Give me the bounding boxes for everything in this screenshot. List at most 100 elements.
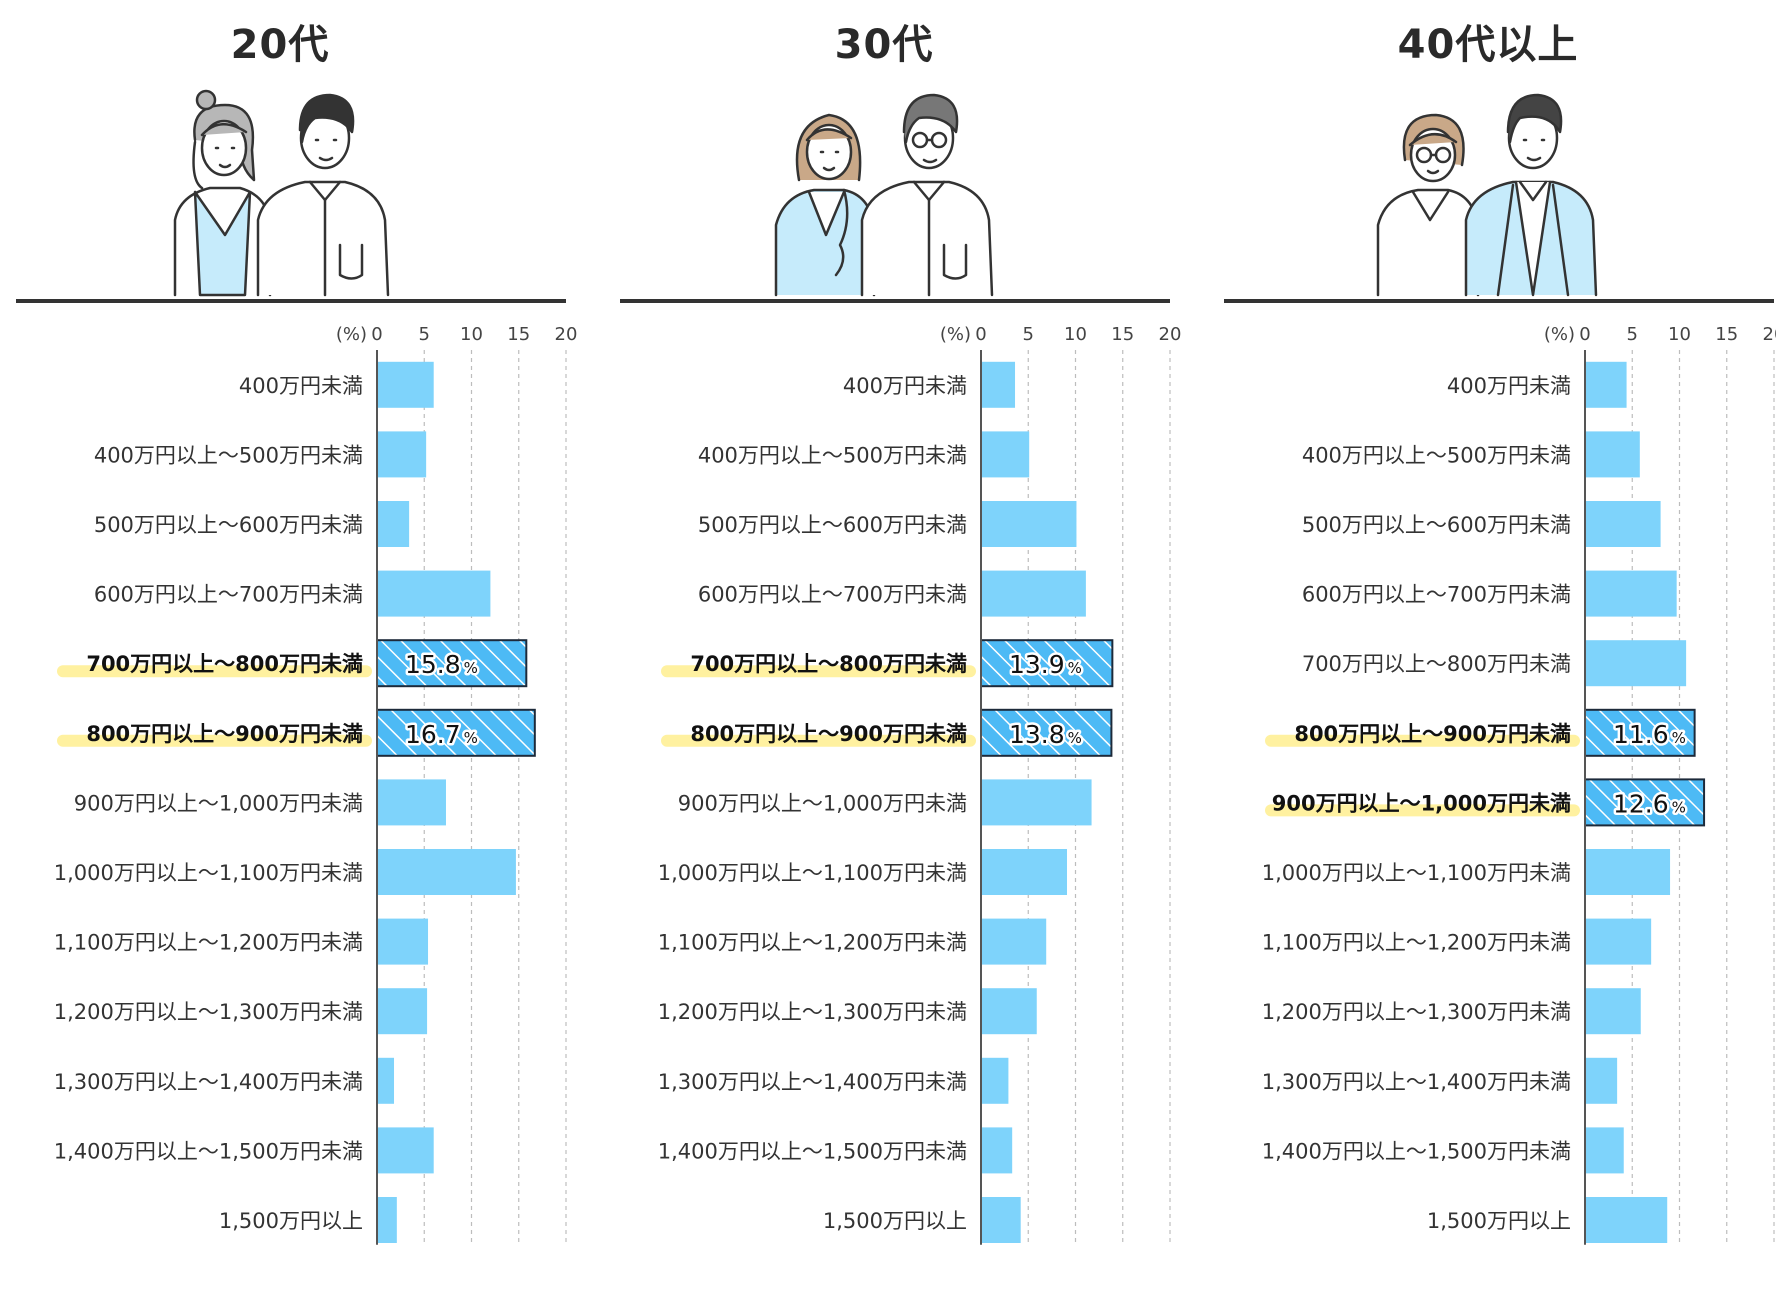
bar bbox=[981, 1197, 1021, 1243]
highlight-marker bbox=[661, 734, 976, 747]
x-tick-label: 10 bbox=[1064, 324, 1087, 345]
category-label: 1,200万円以上～1,300万円未満 bbox=[658, 1000, 967, 1024]
category-label: 900万円以上～1,000万円未満 bbox=[74, 791, 363, 815]
x-tick-label: 0 bbox=[975, 324, 986, 345]
bar bbox=[377, 918, 429, 965]
x-tick-label: 20 bbox=[1159, 324, 1182, 345]
category-label: 400万円未満 bbox=[843, 374, 967, 398]
category-label: 700万円以上～800万円未満 bbox=[86, 652, 363, 676]
category-label: 400万円以上～500万円未満 bbox=[94, 443, 363, 467]
couple-illustration bbox=[774, 93, 994, 297]
woman-figure bbox=[173, 89, 272, 297]
panel-title: 20代 bbox=[230, 22, 330, 68]
bar-chart: 0 5 10 15 20 (%) 400万円未満 400万円以上～500万円未満 500万円以上… bbox=[658, 324, 1182, 1245]
category-label: 1,000万円以上～1,100万円未満 bbox=[54, 861, 363, 885]
bar bbox=[377, 988, 428, 1035]
category-label: 800万円以上～900万円未満 bbox=[690, 722, 967, 746]
x-tick-label: 15 bbox=[1715, 324, 1738, 345]
highlight-marker bbox=[57, 665, 372, 678]
category-label: 900万円以上～1,000万円未満 bbox=[1272, 791, 1571, 815]
x-tick-label: 0 bbox=[371, 324, 382, 345]
axis-unit-label: (%) bbox=[336, 324, 367, 345]
bar bbox=[377, 570, 491, 617]
highlight-marker bbox=[1265, 804, 1580, 817]
bar-highlighted bbox=[980, 708, 1113, 757]
category-label: 1,200万円以上～1,300万円未満 bbox=[1262, 1000, 1571, 1024]
divider-rule bbox=[1224, 299, 1774, 303]
category-label: 400万円以上～500万円未満 bbox=[1302, 443, 1571, 467]
x-tick-label: 20 bbox=[555, 324, 578, 345]
bar bbox=[1585, 570, 1677, 617]
chart-panel-40s-plus: 40代以上 0 5 10 15 20 (%) 400万円未満 400万円以上～500万円未満 5… bbox=[1208, 0, 1776, 1300]
man-figure bbox=[256, 93, 390, 297]
x-tick-label: 5 bbox=[1627, 324, 1638, 345]
data-label: 11.6% bbox=[1613, 720, 1686, 749]
highlight-marker bbox=[57, 734, 372, 747]
chart-panel-20s: 20代 0 5 10 15 20 (%) 400万円未満 400万円以上～500万円未満 500… bbox=[0, 0, 577, 1300]
bar bbox=[981, 779, 1092, 826]
bar-chart: 0 5 10 15 20 (%) 400万円未満 400万円以上～500万円未満 500万円以上… bbox=[54, 324, 578, 1245]
category-label: 500万円以上～600万円未満 bbox=[94, 513, 363, 537]
category-label: 1,400万円以上～1,500万円未満 bbox=[1262, 1139, 1571, 1163]
man-figure bbox=[860, 93, 994, 297]
bar bbox=[377, 1197, 397, 1243]
x-tick-label: 0 bbox=[1579, 324, 1590, 345]
highlight-marker bbox=[1265, 734, 1580, 747]
category-label: 1,100万円以上～1,200万円未満 bbox=[658, 931, 967, 955]
axis-unit-label: (%) bbox=[940, 324, 971, 345]
bar bbox=[377, 779, 446, 826]
data-label: 16.7% bbox=[405, 720, 478, 749]
category-label: 400万円以上～500万円未満 bbox=[698, 443, 967, 467]
panel-title: 40代以上 bbox=[1397, 22, 1579, 68]
x-tick-label: 20 bbox=[1763, 324, 1776, 345]
x-tick-label: 5 bbox=[1023, 324, 1034, 345]
x-tick-label: 5 bbox=[419, 324, 430, 345]
bar-chart: 0 5 10 15 20 (%) 400万円未満 400万円以上～500万円未満 500万円以上… bbox=[1262, 324, 1776, 1245]
bar bbox=[1585, 849, 1671, 895]
chart-panel-30s: 30代 0 5 10 15 20 (%) 400万円未満 400万円以上～500万円未満 500… bbox=[604, 0, 1181, 1300]
bar bbox=[981, 849, 1067, 895]
category-label: 1,300万円以上～1,400万円未満 bbox=[658, 1070, 967, 1094]
category-label: 1,100万円以上～1,200万円未満 bbox=[1262, 931, 1571, 955]
category-label: 800万円以上～900万円未満 bbox=[1294, 722, 1571, 746]
bar bbox=[377, 1057, 395, 1104]
bar bbox=[1585, 431, 1640, 478]
bar bbox=[981, 1127, 1013, 1174]
axis-unit-label: (%) bbox=[1544, 324, 1575, 345]
data-label: 13.8% bbox=[1009, 720, 1082, 749]
bar bbox=[377, 431, 427, 478]
category-label: 1,300万円以上～1,400万円未満 bbox=[54, 1070, 363, 1094]
bar bbox=[1585, 1197, 1668, 1243]
bar bbox=[377, 1127, 434, 1174]
category-label: 1,500万円以上 bbox=[219, 1209, 363, 1233]
bar bbox=[377, 849, 516, 895]
woman-figure bbox=[1376, 113, 1480, 297]
category-label: 600万円以上～700万円未満 bbox=[1302, 583, 1571, 607]
category-label: 400万円未満 bbox=[1447, 374, 1571, 398]
category-label: 1,400万円以上～1,500万円未満 bbox=[54, 1139, 363, 1163]
bar bbox=[981, 918, 1047, 965]
couple-illustration bbox=[173, 89, 390, 297]
category-label: 1,500万円以上 bbox=[1427, 1209, 1571, 1233]
category-label: 600万円以上～700万円未満 bbox=[698, 583, 967, 607]
category-label: 400万円未満 bbox=[239, 374, 363, 398]
couple-illustration bbox=[1376, 93, 1598, 297]
panel-title: 30代 bbox=[834, 22, 934, 68]
x-tick-label: 10 bbox=[460, 324, 483, 345]
category-label: 1,000万円以上～1,100万円未満 bbox=[658, 861, 967, 885]
category-label: 1,500万円以上 bbox=[823, 1209, 967, 1233]
divider-rule bbox=[16, 299, 566, 303]
highlight-marker bbox=[661, 665, 976, 678]
x-tick-label: 10 bbox=[1668, 324, 1691, 345]
x-tick-label: 15 bbox=[507, 324, 530, 345]
data-label: 13.9% bbox=[1009, 650, 1082, 679]
bar bbox=[981, 501, 1077, 547]
bar bbox=[981, 431, 1030, 478]
bar bbox=[1585, 361, 1627, 408]
category-label: 800万円以上～900万円未満 bbox=[86, 722, 363, 746]
category-label: 1,400万円以上～1,500万円未満 bbox=[658, 1139, 967, 1163]
data-label: 12.6% bbox=[1613, 789, 1686, 818]
category-label: 700万円以上～800万円未満 bbox=[1302, 652, 1571, 676]
category-label: 500万円以上～600万円未満 bbox=[698, 513, 967, 537]
category-label: 500万円以上～600万円未満 bbox=[1302, 513, 1571, 537]
